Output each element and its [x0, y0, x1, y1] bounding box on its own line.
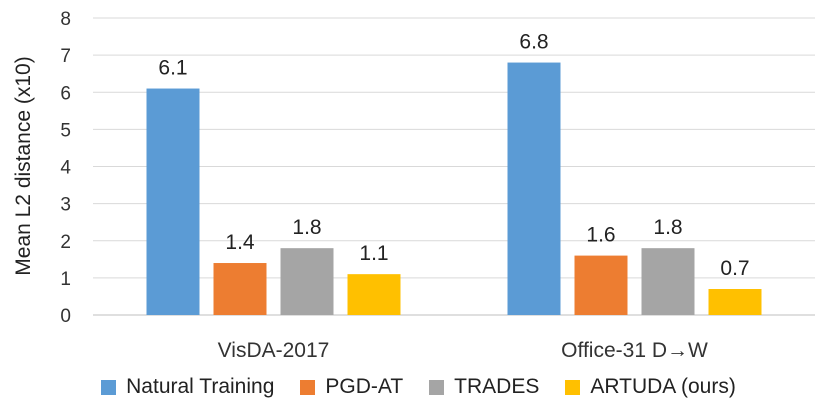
bar-chart: 6.1 1.4 1.8 1.1 6.8 1.6 1.8 0.7 0 1 2 3 4 5 6 7 8 VisDA…	[12, 9, 815, 362]
gridlines	[93, 17, 815, 316]
bar	[641, 248, 695, 315]
legend-label: ARTUDA (ours)	[590, 375, 736, 398]
data-label: 1.4	[225, 231, 255, 254]
x-category-label: VisDA-2017	[218, 339, 330, 362]
bar	[146, 88, 200, 315]
legend-item: Natural Training	[101, 375, 274, 399]
bar	[213, 263, 267, 315]
legend-item: PGD-AT	[300, 375, 403, 399]
legend-label: Natural Training	[126, 375, 275, 398]
legend-swatch	[101, 379, 117, 395]
legend-label: TRADES	[454, 375, 540, 398]
bar	[280, 248, 334, 315]
y-tick-label: 0	[60, 306, 71, 327]
legend-item: ARTUDA (ours)	[565, 375, 736, 399]
y-tick-label: 1	[60, 269, 71, 290]
y-tick-label: 3	[60, 195, 71, 216]
legend: Natural Training PGD-AT TRADES ARTUDA (ours…	[0, 372, 837, 402]
y-tick-label: 7	[60, 46, 71, 67]
bar	[708, 289, 762, 315]
data-label: 1.6	[586, 224, 615, 247]
y-tick-label: 2	[60, 232, 71, 253]
bar	[574, 255, 628, 315]
bar	[347, 274, 401, 315]
data-label: 1.8	[292, 216, 321, 239]
legend-swatch	[565, 379, 581, 395]
y-tick-label: 5	[60, 120, 71, 141]
bar	[507, 62, 561, 315]
x-category-label: Office-31 D→W	[561, 339, 708, 362]
data-label: 6.1	[158, 57, 187, 80]
legend-swatch	[429, 379, 445, 395]
y-tick-label: 6	[60, 83, 71, 104]
data-labels: 6.1 1.4 1.8 1.1 6.8 1.6 1.8 0.7	[158, 31, 749, 280]
x-axis-categories: VisDA-2017 Office-31 D→W	[218, 339, 708, 362]
data-label: 6.8	[519, 31, 548, 54]
data-label: 1.8	[653, 216, 682, 239]
y-tick-label: 4	[60, 158, 71, 179]
legend-swatch	[300, 379, 316, 395]
legend-label: PGD-AT	[325, 375, 404, 398]
y-tick-label: 8	[60, 9, 71, 30]
y-axis-label: Mean L2 distance (x10)	[12, 56, 35, 275]
bars	[146, 62, 762, 315]
data-label: 1.1	[359, 242, 388, 265]
data-label: 0.7	[720, 257, 749, 280]
y-axis-ticks: 0 1 2 3 4 5 6 7 8	[60, 9, 71, 327]
legend-item: TRADES	[429, 375, 539, 399]
